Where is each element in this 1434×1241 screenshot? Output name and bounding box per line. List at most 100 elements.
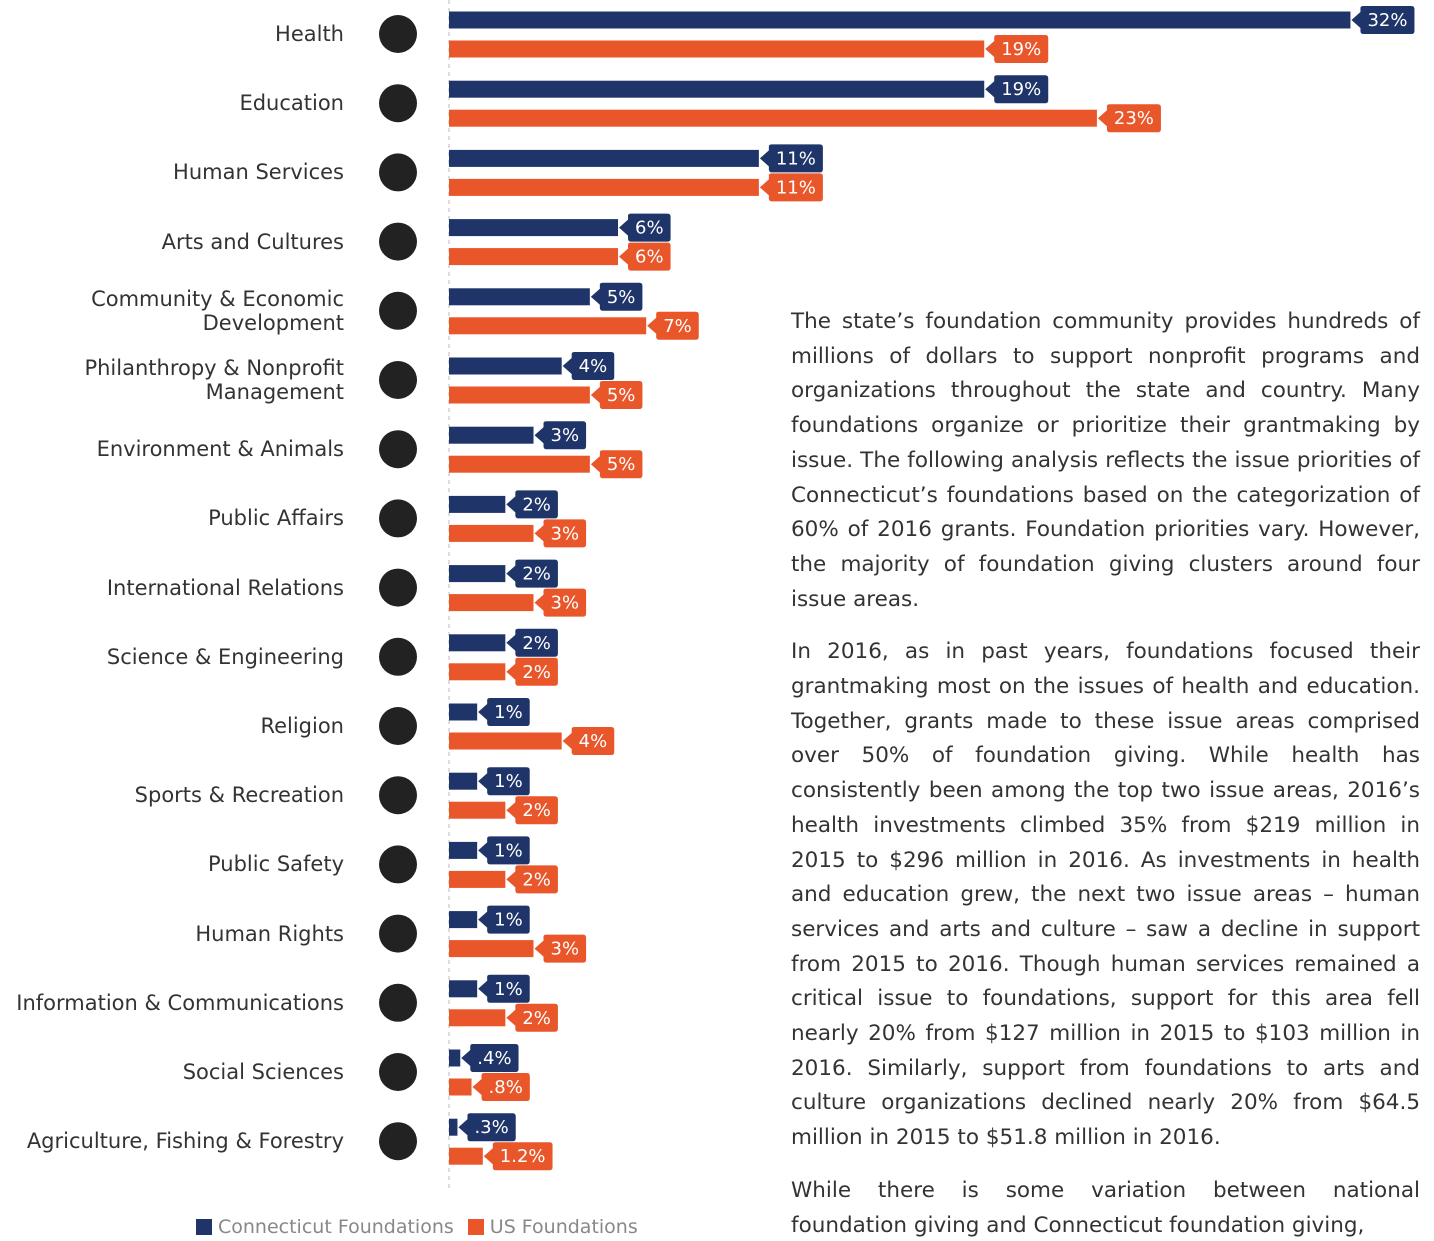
bar — [449, 80, 985, 98]
icon — [379, 222, 417, 261]
bar — [449, 109, 1097, 127]
callout-box — [562, 352, 615, 380]
callout-box — [478, 767, 530, 796]
callout-box — [619, 213, 671, 242]
value-label: 1.2% — [500, 1146, 546, 1167]
bar — [449, 455, 590, 473]
bar — [449, 663, 506, 681]
icon — [379, 707, 417, 745]
callout-box — [1097, 104, 1161, 133]
icon — [379, 361, 417, 399]
bar — [449, 594, 534, 612]
callout-box — [759, 173, 823, 202]
callout-box — [619, 242, 671, 271]
value-label-callout: 32% — [1351, 6, 1415, 34]
value-label: 2% — [522, 494, 551, 515]
value-label-callout: 2% — [506, 865, 558, 894]
value-label-callout: 1% — [478, 974, 530, 1003]
category-label: International Relations — [106, 575, 344, 600]
callout-box — [590, 450, 643, 479]
callout-box — [534, 519, 587, 548]
value-label: 3% — [551, 939, 580, 960]
category-label: Environment & Animals — [96, 437, 344, 462]
value-label-callout: 3% — [534, 588, 587, 617]
body-text: The state’s foundation community provide… — [791, 305, 1420, 1241]
legend-swatch — [467, 1219, 484, 1235]
value-label-callout: 4% — [562, 727, 615, 755]
callout-box — [534, 934, 587, 963]
bar — [449, 1009, 506, 1027]
bar — [449, 870, 506, 888]
value-label-callout: .3% — [458, 1113, 516, 1142]
icon — [379, 983, 417, 1022]
callout-box — [478, 905, 530, 934]
callout-box — [985, 35, 1049, 63]
value-label: 5% — [607, 454, 636, 475]
icon — [379, 84, 417, 123]
category-label: Community & Economic Development — [91, 286, 344, 335]
value-label: 11% — [776, 148, 816, 169]
icon — [379, 776, 417, 815]
value-label: 4% — [579, 356, 608, 377]
value-label-callout: 4% — [562, 352, 615, 380]
category-label: Religion — [260, 714, 344, 738]
category-label: Public Safety — [208, 852, 344, 877]
callout-box — [478, 698, 530, 726]
value-label: 32% — [1367, 10, 1407, 31]
category-label: Public Affairs — [208, 506, 344, 531]
icon — [379, 914, 417, 953]
value-label: 1% — [494, 702, 523, 723]
bar — [449, 980, 478, 998]
icon — [379, 1053, 417, 1091]
value-label-callout: .4% — [461, 1044, 519, 1072]
category-label: Human Rights — [195, 921, 344, 946]
category-label: Health — [275, 22, 344, 46]
value-label: 5% — [607, 385, 636, 406]
value-label: 7% — [663, 316, 692, 337]
value-label-callout: 2% — [506, 490, 558, 519]
value-label-callout: 1% — [478, 698, 530, 726]
value-label-callout: 19% — [985, 35, 1049, 63]
category-label: Agriculture, Fishing & Forestry — [26, 1129, 344, 1154]
icon — [379, 845, 417, 884]
value-label-callout: 3% — [534, 421, 587, 450]
callout-box — [590, 381, 643, 409]
category-label: Sports & Recreation — [134, 783, 344, 808]
callout-box — [478, 836, 530, 865]
value-label-callout: 7% — [647, 311, 699, 340]
callout-box — [478, 974, 530, 1003]
callout-box — [461, 1044, 519, 1072]
bar — [449, 801, 506, 819]
bar — [449, 248, 619, 266]
value-label: .8% — [489, 1077, 523, 1098]
bar — [449, 178, 759, 196]
value-label: 1% — [494, 979, 523, 1000]
value-label-callout: 2% — [506, 796, 558, 825]
callout-box — [506, 490, 558, 519]
value-label-callout: 5% — [590, 450, 643, 479]
value-label-callout: 2% — [506, 1003, 558, 1032]
callout-box — [506, 796, 558, 825]
category-label: Information & Communications — [16, 990, 344, 1015]
value-label-callout: 2% — [506, 559, 558, 588]
value-label: 2% — [522, 633, 551, 654]
value-label-callout: .8% — [472, 1073, 530, 1101]
callout-box — [506, 657, 558, 686]
value-label: 6% — [635, 218, 664, 239]
value-label: 2% — [522, 564, 551, 585]
legend: Connecticut Foundations US Foundations — [196, 1216, 638, 1238]
callout-box — [534, 421, 587, 450]
category-label: Social Sciences — [182, 1060, 344, 1084]
value-label: 6% — [635, 247, 664, 268]
category-label: Education — [239, 91, 344, 116]
bar — [449, 495, 506, 513]
paragraph: The state’s foundation community provide… — [791, 309, 1420, 612]
value-label: 5% — [607, 287, 636, 308]
bar — [449, 357, 562, 375]
bar — [449, 317, 647, 335]
bar — [449, 11, 1351, 29]
icon — [379, 568, 417, 607]
value-label-callout: 1% — [478, 767, 530, 796]
